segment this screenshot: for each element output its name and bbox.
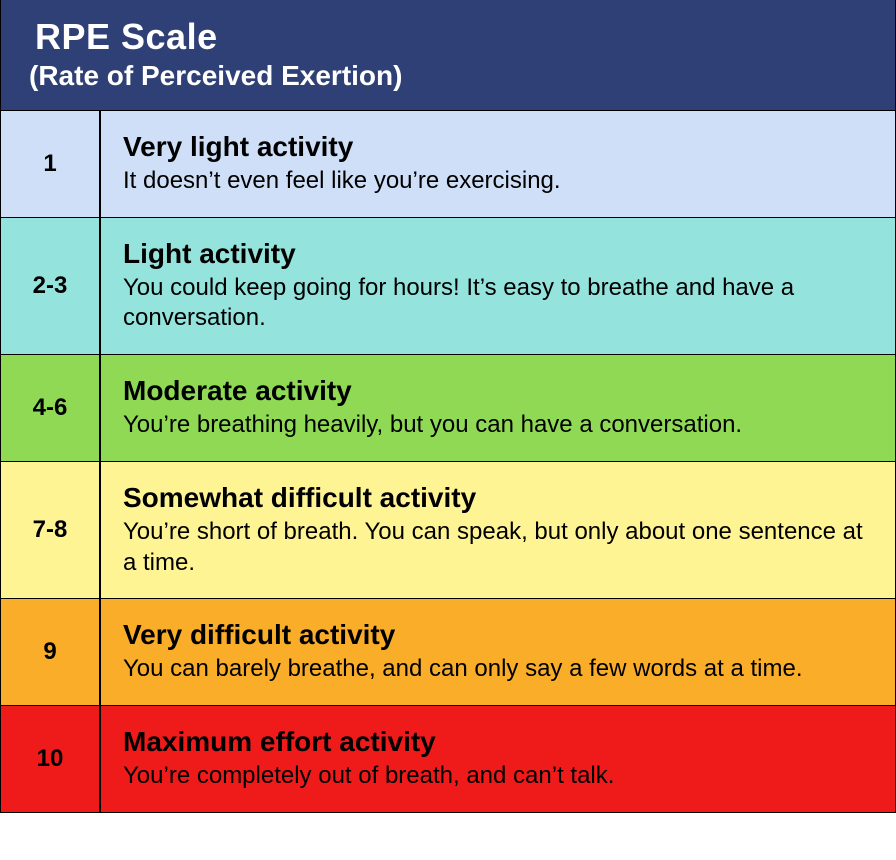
row-title: Light activity — [123, 236, 873, 271]
table-row: 2-3 Light activity You could keep going … — [0, 218, 896, 355]
table-row: 10 Maximum effort activity You’re comple… — [0, 706, 896, 813]
description-cell: Somewhat difficult activity You’re short… — [101, 462, 895, 598]
row-title: Maximum effort activity — [123, 724, 873, 759]
row-description: You could keep going for hours! It’s eas… — [123, 273, 873, 334]
table-row: 9 Very difficult activity You can barely… — [0, 599, 896, 706]
table-row: 7-8 Somewhat difficult activity You’re s… — [0, 462, 896, 599]
row-description: You can barely breathe, and can only say… — [123, 654, 873, 685]
table-header: RPE Scale (Rate of Perceived Exertion) — [0, 0, 896, 111]
row-description: You’re completely out of breath, and can… — [123, 761, 873, 792]
level-cell: 10 — [1, 706, 101, 812]
rpe-scale-table: RPE Scale (Rate of Perceived Exertion) 1… — [0, 0, 896, 813]
level-cell: 9 — [1, 599, 101, 705]
description-cell: Maximum effort activity You’re completel… — [101, 706, 895, 812]
level-cell: 4-6 — [1, 355, 101, 461]
description-cell: Light activity You could keep going for … — [101, 218, 895, 354]
row-title: Somewhat difficult activity — [123, 480, 873, 515]
description-cell: Very light activity It doesn’t even feel… — [101, 111, 895, 217]
header-title: RPE Scale — [35, 16, 875, 58]
row-title: Moderate activity — [123, 373, 873, 408]
row-description: You’re breathing heavily, but you can ha… — [123, 410, 873, 441]
level-cell: 2-3 — [1, 218, 101, 354]
header-subtitle: (Rate of Perceived Exertion) — [29, 60, 875, 92]
table-row: 4-6 Moderate activity You’re breathing h… — [0, 355, 896, 462]
description-cell: Moderate activity You’re breathing heavi… — [101, 355, 895, 461]
row-title: Very difficult activity — [123, 617, 873, 652]
table-row: 1 Very light activity It doesn’t even fe… — [0, 111, 896, 218]
row-title: Very light activity — [123, 129, 873, 164]
level-cell: 1 — [1, 111, 101, 217]
level-cell: 7-8 — [1, 462, 101, 598]
row-description: You’re short of breath. You can speak, b… — [123, 517, 873, 578]
description-cell: Very difficult activity You can barely b… — [101, 599, 895, 705]
row-description: It doesn’t even feel like you’re exercis… — [123, 166, 873, 197]
